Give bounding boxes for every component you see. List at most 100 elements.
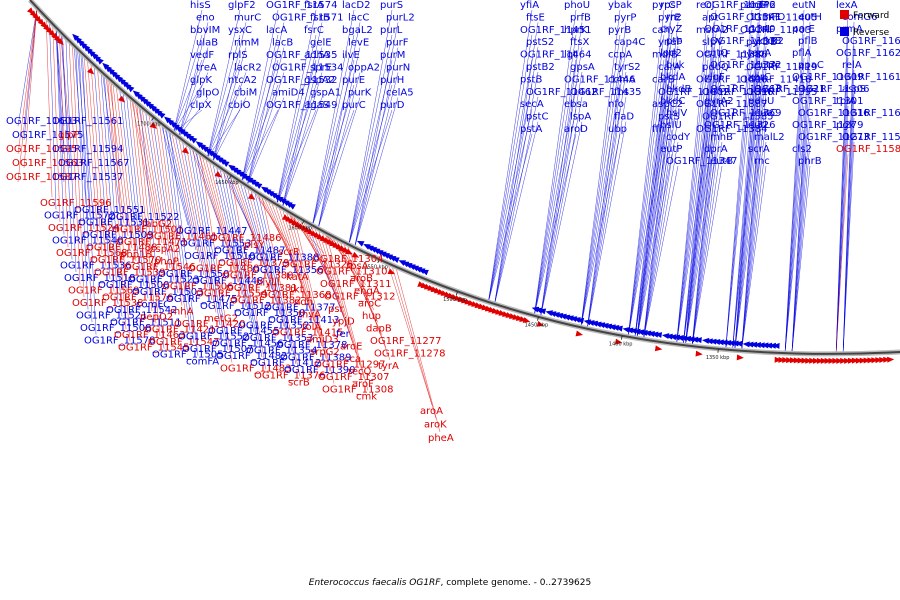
gene-label: OG1RF_11369 — [710, 108, 782, 119]
gene-arrow — [222, 160, 230, 167]
gene-label: OG1RF_11385 — [702, 112, 774, 123]
gene-connector — [241, 59, 279, 183]
gene-connector — [533, 84, 577, 316]
gene-label: OG1RF_11304 — [312, 254, 384, 265]
gene-label: cmk — [356, 392, 377, 403]
gene-connector — [139, 105, 165, 349]
gene-connector — [52, 23, 61, 223]
gene-connector — [325, 232, 369, 391]
gene-arrow — [863, 357, 871, 364]
gene-connector — [580, 84, 621, 328]
gene-label: amiD4 — [272, 88, 305, 99]
gene-label: rnz — [666, 12, 682, 23]
gene-connector — [212, 72, 247, 163]
gene-label: OG1RF_11550 — [158, 269, 230, 280]
gene-label: katA — [286, 272, 309, 283]
gene-label: OG1RF_11307 — [318, 372, 390, 383]
gene-label: pyrP — [614, 12, 636, 23]
gene-connector — [321, 230, 365, 379]
gene-label: purF — [386, 38, 409, 49]
gene-label: OG1RF_11382 — [230, 296, 302, 307]
gene-arrow — [859, 357, 867, 364]
gene-connector — [634, 22, 671, 338]
gene-connector — [205, 157, 239, 283]
gene-label: OG1RF_11278 — [374, 349, 446, 360]
gene-arrow — [844, 357, 852, 364]
gene-label: pduL — [748, 24, 773, 35]
gene-arrow — [661, 333, 670, 340]
genome-backbone — [29, 0, 900, 355]
gene-label: topA — [748, 48, 771, 59]
gene-label: OG1RF_11531 — [78, 218, 150, 229]
gene-arrow — [801, 357, 809, 364]
gene-arrow — [239, 172, 248, 180]
gene-connector — [178, 47, 209, 138]
gene-arrow — [576, 317, 585, 324]
gene-connector — [276, 84, 317, 205]
gene-arrow — [772, 342, 780, 349]
gene-arrow — [867, 357, 875, 364]
gene-connector — [494, 96, 539, 305]
gene-label: OG1RF_11406 — [696, 74, 768, 85]
gene-arrow — [665, 333, 673, 340]
gene-connector — [348, 59, 393, 245]
gene-label: yneF — [658, 37, 682, 48]
gene-arrow — [266, 190, 275, 197]
gene-arrow — [724, 339, 732, 346]
gene-arrow — [836, 357, 844, 364]
gene-arrow — [709, 338, 717, 345]
gene-connector — [643, 69, 679, 340]
gene-label: dprA — [704, 144, 728, 155]
gene-connector — [136, 102, 161, 337]
gene-label: hlyIII — [256, 278, 280, 289]
gene-arrow — [812, 357, 820, 364]
gene-arrow — [750, 341, 758, 348]
gene-label: OG1RF_11377 — [264, 303, 336, 314]
gene-arrow — [765, 342, 773, 349]
gene-connector — [162, 124, 191, 331]
gene-label: OG1RF_11630 — [842, 36, 900, 47]
gene-arrow — [575, 330, 584, 337]
gene-label: tkt — [290, 285, 304, 296]
gene-arrow — [816, 357, 824, 364]
gene-arrow — [388, 255, 397, 262]
gene-label: OG1RF_11421 — [144, 325, 216, 336]
gene-label: OG1RF_11447 — [176, 226, 248, 237]
gene-connector — [173, 59, 203, 133]
gene-connector — [206, 109, 241, 159]
gene-connector — [169, 130, 199, 356]
gene-label: eutH — [798, 12, 822, 23]
gene-connector — [226, 172, 263, 358]
gene-label: pepQ2 — [140, 312, 173, 323]
gene-label: bglP2 — [748, 0, 776, 11]
gene-connector — [145, 110, 171, 269]
gene-label: phoP — [154, 257, 179, 268]
gene-arrow — [363, 243, 371, 250]
gene-connector — [354, 47, 399, 248]
gene-arrow — [847, 357, 855, 364]
gene-arrow — [382, 253, 390, 259]
gene-connector — [55, 27, 65, 183]
gene-label: hslV — [666, 108, 687, 119]
gene-connector — [725, 9, 753, 350]
gene-label: OG1RF_11482 — [216, 351, 288, 362]
gene-label: pstB2 — [526, 62, 555, 73]
gene-label: OG1RF_11540 — [52, 236, 124, 247]
gene-label: pyrK — [740, 50, 763, 61]
tick-label: 1600 kbp — [288, 226, 312, 232]
gene-label: ptb — [666, 36, 683, 47]
gene-connector — [314, 226, 357, 354]
gene-connector — [243, 183, 281, 315]
gene-connector — [261, 195, 301, 377]
gene-connector — [586, 47, 627, 329]
gene-arrow — [789, 357, 797, 364]
gene-connector — [134, 101, 159, 231]
gene-connector — [59, 30, 69, 248]
gene-label: OG1RF_11378 — [276, 340, 348, 351]
gene-connector — [201, 154, 235, 270]
gene-arrow — [366, 245, 375, 252]
gene-arrow — [761, 342, 769, 349]
gene-arrow — [615, 325, 623, 332]
gene-arrow — [716, 339, 724, 346]
gene-label: hup — [362, 311, 381, 322]
